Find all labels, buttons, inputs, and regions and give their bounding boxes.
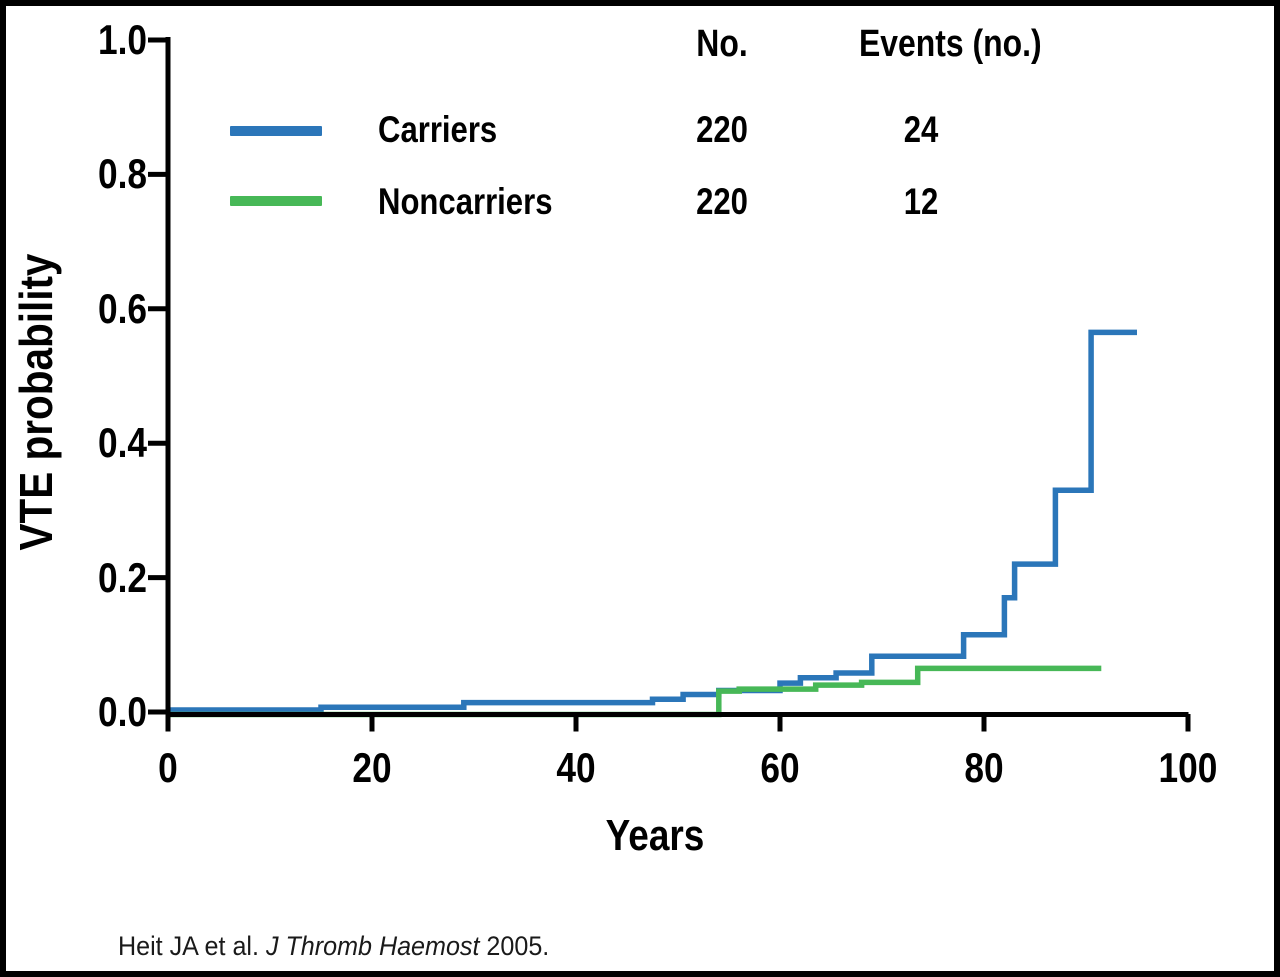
legend-col-header-events: Events (no.) [859, 23, 1042, 65]
legend-n-noncarriers: 220 [696, 181, 748, 222]
legend-events-carriers: 24 [903, 109, 939, 150]
y-axis-title: VTE probability [10, 253, 62, 551]
legend-swatch-noncarriers [230, 196, 322, 206]
y-tick-label-0.6: 0.6 [97, 284, 147, 332]
citation-year: 2005. [479, 931, 550, 961]
legend-events-noncarriers: 12 [903, 181, 939, 222]
legend-col-header-no: No. [696, 23, 748, 65]
legend-swatch-carriers [230, 126, 322, 136]
y-tick-label-0.0: 0.0 [97, 688, 147, 735]
x-tick-label-20: 20 [352, 744, 392, 791]
x-tick-label-0: 0 [158, 744, 178, 791]
y-tick-label-0.2: 0.2 [97, 553, 147, 601]
axes [148, 37, 1191, 732]
x-tick-label-40: 40 [556, 744, 596, 791]
x-tick-label-100: 100 [1158, 744, 1218, 791]
y-tick-label-0.8: 0.8 [97, 150, 147, 198]
y-tick-label-0.4: 0.4 [97, 419, 147, 467]
curve-noncarriers [168, 665, 1102, 718]
survival-curves [168, 329, 1137, 718]
curve-carriers [168, 329, 1137, 713]
citation-authors: Heit JA et al. [118, 931, 266, 961]
legend-label-carriers: Carriers [378, 109, 498, 150]
x-tick-label-80: 80 [964, 744, 1004, 791]
citation-journal: J Thromb Haemost [265, 931, 480, 961]
y-tick-label-1.0: 1.0 [97, 16, 147, 63]
x-tick-label-60: 60 [760, 744, 800, 791]
legend-n-carriers: 220 [696, 109, 748, 150]
x-axis-title: Years [605, 811, 705, 860]
legend-label-noncarriers: Noncarriers [378, 181, 553, 222]
citation: Heit JA et al. J Thromb Haemost 2005. [118, 926, 549, 966]
